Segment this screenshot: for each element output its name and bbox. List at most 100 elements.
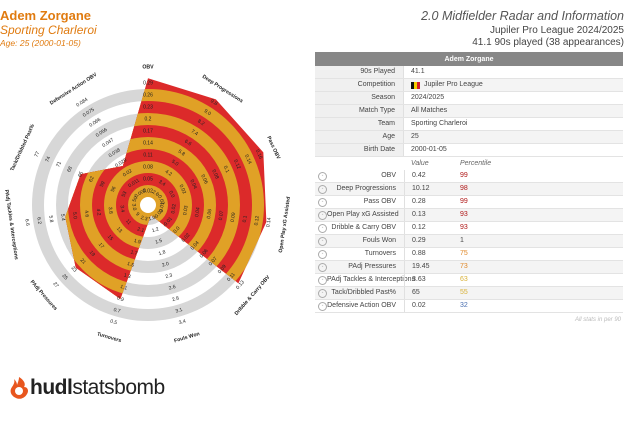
radar-tick-label: 0.1 (242, 215, 249, 223)
radar-tick-label: 8.2 (196, 118, 205, 127)
radar-tick-label: 0.14 (265, 217, 272, 228)
radar-tick-label: 2.8 (172, 295, 181, 303)
radar-tick-label: 0.011 (127, 177, 141, 189)
radar-tick-label: 0.17 (143, 128, 153, 134)
stat-percentile: 55 (460, 289, 468, 296)
radar-tick-label: 0.02 (181, 232, 192, 243)
table-header: Adem Zorgane (315, 52, 623, 66)
info-label: Age (315, 131, 404, 143)
radar-tick-label: 0.11 (143, 152, 153, 158)
radar-tick-label: 0.06 (206, 208, 213, 219)
radar-tick-label: 0.08 (143, 164, 153, 170)
radar-tick-label: 0.05 (143, 176, 153, 182)
radar-tick-label: 65 (77, 170, 85, 178)
player-age: Age: 25 (2000-01-05) (0, 38, 81, 48)
logo-hudl-text: hudl (30, 376, 73, 399)
info-label: Team (315, 118, 404, 130)
radar-tick-label: 0.075 (82, 107, 96, 119)
radar-tick-label: 50 (132, 195, 140, 203)
stat-label: Dribble & Carry OBV (331, 224, 396, 231)
radar-tick-label: 1.0 (148, 215, 157, 223)
radar-axis-label: PAdj Tackles & Interceptions (3, 189, 19, 260)
radar-tick-label: 0.01 (159, 202, 166, 213)
pass-icon: ◦ (318, 197, 327, 207)
percentile-column-header: Percentile (460, 160, 492, 167)
radar-tick-label: 0.2 (145, 116, 152, 122)
radar-tick-label: 1.2 (151, 226, 160, 234)
radar-tick-label: 0.26 (143, 92, 153, 98)
radar-tick-label: 2.6 (168, 284, 177, 292)
radar-tick-label: 1.5 (155, 238, 164, 246)
radar-tick-label: 6.2 (35, 217, 42, 225)
stat-row: ◦ Dribble & Carry OBV 0.12 93 (315, 222, 623, 235)
info-label: Birth Date (315, 144, 404, 156)
stat-value: 19.45 (404, 261, 454, 273)
radar-tick-label: 0.09 (217, 264, 228, 275)
info-label: Match Type (315, 105, 404, 117)
radar-tick-label: 2.1 (136, 226, 145, 234)
info-value: Jupiler Pro League (404, 79, 623, 91)
info-row: Birth Date 2000-01-05 (315, 144, 623, 157)
hudl-statsbomb-logo: hudl statsbomb (8, 376, 165, 400)
footnote: All stats in per 90 (574, 317, 621, 323)
radar-tick-label: 0.14 (243, 154, 253, 166)
info-section: 90s Played 41.1 Competition Jupiler Pro Lea… (315, 66, 623, 157)
radar-tick-label: 2.3 (165, 272, 174, 280)
radar-tick-label: 1.7 (130, 249, 139, 257)
pressure-icon: ◦ (318, 262, 327, 272)
radar-tick-label: 77 (33, 150, 41, 158)
radar-tick-label: 0.04 (194, 207, 201, 218)
radar-tick-label: 62 (88, 175, 96, 183)
radar-tick-label: 0.002 (134, 187, 148, 199)
radar-title: 2.0 Midfielder Radar and Information (421, 9, 624, 23)
stat-row: ◦ PAdj Tackles & Interceptions 3.63 63 (315, 274, 623, 287)
radar-axis-label: Open Play xG Assisted (278, 196, 292, 253)
radar-tick-label: 3.4 (178, 318, 187, 326)
radar-tick-label: 1.1 (119, 284, 128, 292)
stat-row: ◦ Open Play xG Assisted 0.13 93 (315, 209, 623, 222)
radar-tick-label: 4.6 (83, 210, 90, 218)
info-value: 25 (411, 133, 419, 140)
radar-tick-label: 2.3 (140, 215, 149, 223)
stat-row: ◦ PAdj Pressures 19.45 73 (315, 261, 623, 274)
player-name: Adem Zorgane (0, 8, 92, 23)
stat-percentile: 63 (460, 276, 468, 283)
radar-tick-label: 0.0 (172, 225, 181, 234)
stat-label: OBV (381, 172, 396, 179)
radar-tick-label: 21 (79, 257, 87, 265)
info-label: Season (315, 92, 404, 104)
info-row: Team Sporting Charleroi (315, 118, 623, 131)
radar-tick-label: 4.2 (95, 208, 102, 216)
stat-value: 0.88 (404, 248, 454, 260)
radar-tick-label: 0.03 (182, 205, 189, 216)
stat-value: 0.13 (404, 209, 454, 221)
stat-row: ◦ Deep Progressions 10.12 98 (315, 183, 623, 196)
radar-tick-label: 0.084 (75, 97, 89, 109)
minutes-played: 41.1 90s played (38 appearances) (472, 37, 624, 48)
stat-row: ◦ Tack/Dribbled Past% 65 55 (315, 287, 623, 300)
xg-assisted-icon: ◦ (318, 210, 327, 220)
radar-tick-label: 3.4 (118, 205, 125, 213)
radar-tick-label: 5.0 (170, 159, 179, 168)
radar-tick-label: 0.02 (122, 168, 134, 178)
radar-tick-label: 0.11 (226, 272, 237, 283)
radar-tick-label: 5.8 (177, 149, 186, 158)
stat-label: Tack/Dribbled Past% (331, 289, 396, 296)
info-row: Season 2024/2025 (315, 92, 623, 105)
radar-tick-label: 3.8 (107, 207, 114, 215)
radar-tick-label: 0.14 (143, 140, 153, 146)
stats-table: Adem Zorgane 90s Played 41.1 Competition Ju… (315, 52, 623, 313)
radar-tick-label: 59 (99, 180, 107, 188)
radar-tick-label: 3.4 (157, 179, 166, 188)
radar-tick-label: 0.066 (88, 117, 102, 129)
stat-label: Fouls Won (362, 237, 396, 244)
radar-tick-label: 6.6 (23, 219, 30, 227)
stat-label: Open Play xG Assisted (327, 211, 399, 218)
radar-tick-label: 56 (110, 185, 118, 193)
stat-value: 3.63 (404, 274, 454, 286)
defensive-obv-icon: ◦ (318, 301, 327, 311)
stat-label: Deep Progressions (336, 185, 396, 192)
radar-tick-label: 2.6 (151, 189, 160, 198)
radar-tick-label: 5.0 (71, 212, 78, 220)
info-row: Match Type All Matches (315, 105, 623, 118)
